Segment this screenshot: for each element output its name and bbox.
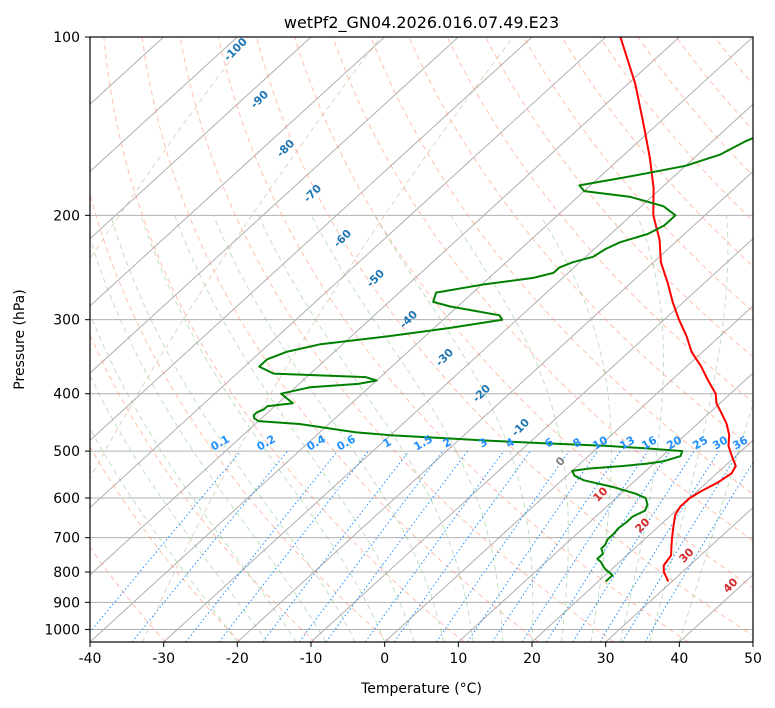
isotherm-line [236, 170, 753, 642]
x-tick-label: 20 [523, 651, 541, 667]
moist-adiabat-line [140, 215, 386, 642]
x-tick-label: 40 [670, 651, 688, 667]
dry-adiabat-line [446, 37, 753, 403]
mixing-ratio-line [131, 450, 288, 642]
x-tick-label: 50 [744, 651, 762, 667]
isotherm-line [90, 37, 238, 173]
ice-adiabat-line [142, 37, 514, 642]
moist-adiabat-line [450, 215, 569, 642]
y-axis-ticks: 100 200 300 400 500 600 700 800 900 1000 [44, 30, 90, 638]
dry-adiabat-line [141, 37, 540, 642]
y-axis-label: Pressure (hPa) [12, 289, 28, 389]
isotherm-line [90, 37, 607, 509]
y-tick-label: 200 [53, 208, 80, 224]
isotherm-line [90, 37, 459, 374]
mixing-ratio-line [90, 450, 242, 633]
y-tick-label: 500 [53, 444, 80, 460]
isotherm-line [457, 372, 753, 642]
isotherm-line [384, 305, 753, 642]
dry-adiabat-line [90, 546, 166, 642]
dry-adiabat-line [90, 445, 241, 642]
isotherm-line [310, 237, 753, 642]
y-tick-label: 600 [53, 491, 80, 507]
isotherm-line [90, 37, 312, 240]
mixing-ratio-line [467, 450, 599, 642]
moist-adiabat-line [110, 215, 356, 642]
x-axis-ticks: -40 -30 -20 -10 0 10 20 30 40 50 [79, 642, 762, 667]
moist-adiabat-line [90, 374, 268, 642]
x-tick-label: -40 [79, 651, 102, 667]
moist-adiabat-line [619, 215, 664, 642]
moist-adiabat-line [539, 215, 612, 642]
background-lines [90, 37, 753, 642]
mixing-ratio-line [435, 450, 570, 642]
x-tick-label: -10 [300, 651, 323, 667]
moist-adiabat-line [257, 215, 474, 642]
mixing-ratio-line [572, 450, 695, 642]
isotherm-line [90, 37, 680, 576]
x-tick-label: 10 [449, 651, 467, 667]
isotherm-line [605, 506, 753, 642]
moist-adiabat-line [310, 215, 503, 642]
y-tick-label: 300 [53, 313, 80, 329]
y-tick-label: 1000 [44, 622, 80, 638]
moist-adiabat-line [649, 215, 729, 642]
mixing-ratio-line [621, 450, 740, 642]
moist-adiabat-line [374, 215, 534, 642]
isotherm-line [163, 103, 753, 642]
mixing-ratio-line [491, 450, 621, 642]
moist-adiabat-line [90, 427, 238, 642]
mixing-ratio-line [298, 450, 444, 642]
x-tick-label: -30 [152, 651, 175, 667]
moist-adiabat-line [174, 215, 415, 642]
isotherm-line [90, 37, 386, 307]
temperature-profile-line [619, 37, 737, 582]
moist-adiabat-line [213, 215, 445, 642]
mixing-ratio-line [262, 450, 410, 642]
x-tick-label: 30 [597, 651, 615, 667]
x-tick-label: 0 [380, 651, 389, 667]
dry-adiabat-line [217, 37, 689, 642]
dry-adiabat-line [90, 333, 316, 642]
plot-frame [89, 36, 754, 643]
profile-lines [252, 37, 753, 583]
isotherm-line [531, 439, 753, 642]
dry-adiabat-line [370, 37, 753, 495]
y-tick-label: 400 [53, 387, 80, 403]
moist-adiabat-line [90, 312, 297, 642]
moist-adiabat-line [678, 401, 753, 642]
moist-adiabat-line [90, 236, 327, 642]
x-axis-label: Temperature (°C) [360, 681, 482, 697]
mixing-ratio-line [545, 450, 671, 642]
mixing-ratio-line [521, 450, 649, 642]
dry-adiabat-line [408, 37, 753, 449]
isotherm-line [90, 37, 753, 642]
mixing-ratio-line [364, 450, 505, 642]
chart-title: wetPf2_GN04.2026.016.07.49.E23 [284, 13, 559, 33]
mixing-ratio-line [325, 450, 468, 642]
mixing-ratio-line [393, 450, 531, 642]
y-tick-label: 100 [53, 30, 80, 46]
dry-adiabat-line [256, 37, 753, 637]
y-tick-label: 700 [53, 531, 80, 547]
dewpoint-profile-line [252, 137, 753, 583]
x-tick-label: -20 [226, 651, 249, 667]
y-tick-label: 900 [53, 595, 80, 611]
y-tick-label: 800 [53, 565, 80, 581]
dry-adiabat-line [103, 37, 465, 642]
mixing-ratio-line [185, 450, 338, 642]
isotherm-line [90, 37, 533, 442]
